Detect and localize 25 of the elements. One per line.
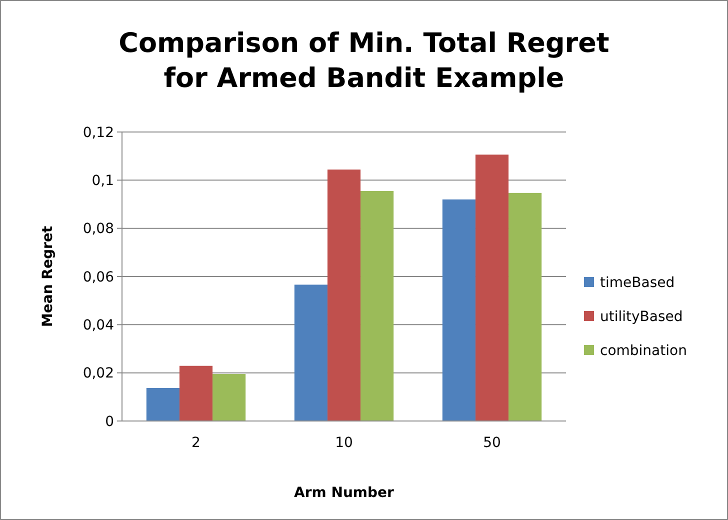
y-tick-label: 0,1	[92, 173, 114, 190]
legend-label: combination	[600, 342, 687, 359]
bar	[179, 366, 213, 421]
y-tick-label: 0	[105, 414, 114, 430]
y-tick-label: 0,06	[82, 269, 114, 286]
y-axis-title: Mean Regret	[40, 226, 56, 328]
x-tick-label: 10	[335, 435, 353, 451]
y-tick-label: 0,08	[82, 221, 114, 238]
y-tick-label: 0,12	[82, 124, 114, 141]
bar	[146, 388, 180, 421]
bar	[212, 374, 246, 421]
bar	[294, 284, 328, 421]
x-tick-label: 2	[192, 435, 200, 451]
y-tick-label: 0,02	[82, 366, 114, 382]
bar	[475, 154, 509, 421]
bar	[360, 191, 394, 421]
x-axis-title: Arm Number	[294, 485, 394, 501]
legend-label: utilityBased	[600, 308, 683, 325]
bar	[442, 199, 476, 421]
bar	[327, 170, 361, 421]
y-tick-label: 0,04	[82, 318, 114, 334]
chart-title: Comparison of Min. Total Regret for Armed Bandit Example	[118, 28, 610, 94]
bar	[508, 192, 542, 421]
x-tick-label: 50	[483, 435, 501, 451]
legend-label: timeBased	[600, 274, 675, 291]
